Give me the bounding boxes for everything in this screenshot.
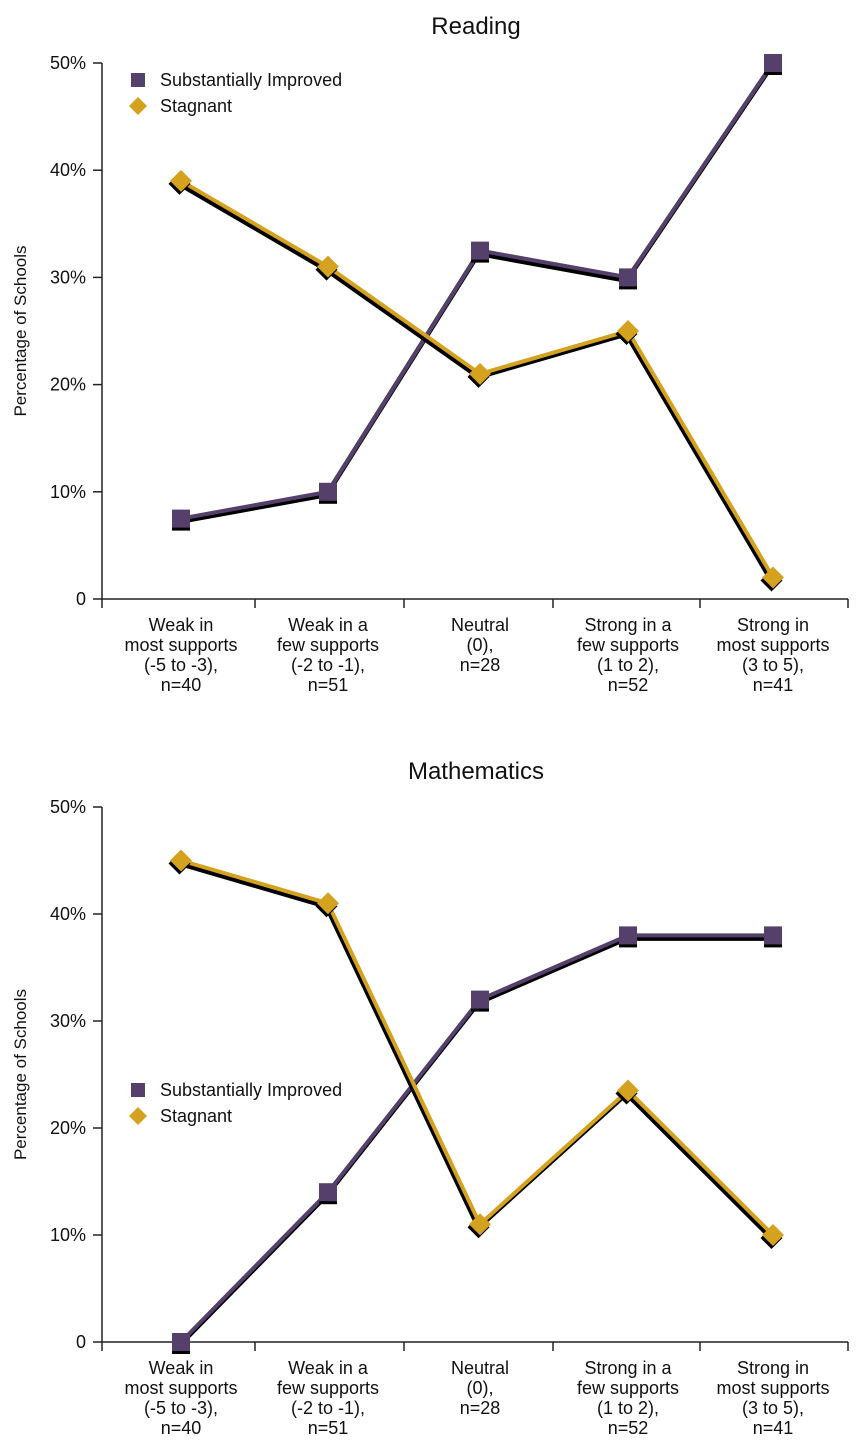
data-point xyxy=(469,1213,491,1236)
y-axis-label: Percentage of Schools xyxy=(11,245,30,416)
data-point xyxy=(764,54,782,72)
x-tick-label-line: (3 to 5), xyxy=(742,1398,804,1418)
y-tick-label: 40% xyxy=(50,904,86,924)
data-point xyxy=(764,926,782,945)
legend-marker xyxy=(131,73,145,87)
x-tick-label: Neutral (0), n=28 xyxy=(451,1358,509,1418)
data-point xyxy=(172,1333,190,1351)
data-point xyxy=(319,482,337,501)
x-tick-label-line: n=41 xyxy=(753,1418,794,1438)
x-tick-label-line: (1 to 2), xyxy=(597,1398,659,1418)
x-tick-label-line: Weak in a xyxy=(288,615,369,635)
y-tick-label: 0 xyxy=(76,589,86,609)
x-tick-label: Weak in a few supports (-2 to -1), n=51 xyxy=(277,1358,379,1438)
x-tick-label-line: n=52 xyxy=(608,1418,649,1438)
x-tick-label-line: (-2 to -1), xyxy=(291,655,365,675)
x-tick-label: Weak in most supports (-5 to -3), n=40 xyxy=(124,615,237,695)
x-tick-label: Neutral (0), n=28 xyxy=(451,615,509,675)
y-tick-label: 10% xyxy=(50,482,86,502)
series-line-shadow xyxy=(178,861,774,1240)
x-tick-label: Strong in most supports (3 to 5), n=41 xyxy=(716,615,829,695)
x-tick-label-line: most supports xyxy=(716,1378,829,1398)
data-point xyxy=(471,990,489,1009)
x-tick-label-line: few supports xyxy=(277,635,379,655)
legend-label: Stagnant xyxy=(160,1106,232,1126)
x-tick-label-line: n=40 xyxy=(161,1418,202,1438)
data-point xyxy=(172,509,190,528)
legend-marker xyxy=(129,97,147,115)
x-tick-label-line: Neutral xyxy=(451,1358,509,1378)
chart-title: Mathematics xyxy=(408,758,544,785)
x-tick-label-line: Weak in xyxy=(149,1358,214,1378)
mathematics-chart: Mathematics Percentage of Schools 0 10% 20% 3… xyxy=(11,758,849,1438)
data-point xyxy=(317,892,339,915)
x-tick-label: Strong in a few supports (1 to 2), n=52 xyxy=(577,1358,679,1438)
x-tick-label: Weak in a few supports (-2 to -1), n=51 xyxy=(277,615,379,695)
y-tick-label: 20% xyxy=(50,375,86,395)
x-tick-label-line: Strong in a xyxy=(584,1358,672,1378)
legend-label: Substantially Improved xyxy=(160,1080,342,1100)
x-tick-label-line: most supports xyxy=(124,1378,237,1398)
data-point xyxy=(619,268,637,287)
x-tick-label-line: n=52 xyxy=(608,675,649,695)
legend-marker xyxy=(131,1083,145,1097)
y-tick-label: 30% xyxy=(50,267,86,287)
x-tick-label-line: Strong in xyxy=(737,615,809,635)
x-tick-label-line: (0), xyxy=(467,635,494,655)
x-tick-label-line: (0), xyxy=(467,1378,494,1398)
x-tick-label-line: Weak in xyxy=(149,615,214,635)
reading-chart: Reading Percentage of Schools 0 10% 20% 30% 40… xyxy=(11,13,849,695)
y-tick-label: 30% xyxy=(50,1011,86,1031)
data-point xyxy=(170,849,192,872)
y-tick-label: 20% xyxy=(50,1118,86,1138)
data-point xyxy=(317,255,339,278)
x-tick-label-line: (1 to 2), xyxy=(597,655,659,675)
x-tick-label-line: Weak in a xyxy=(288,1358,369,1378)
x-tick-label-line: n=40 xyxy=(161,675,202,695)
x-tick-label: Strong in most supports (3 to 5), n=41 xyxy=(716,1358,829,1438)
data-point xyxy=(471,241,489,260)
series-line xyxy=(180,61,775,521)
data-point xyxy=(319,1183,337,1202)
x-tick-label-line: (-5 to -3), xyxy=(144,655,218,675)
x-tick-label-line: few supports xyxy=(277,1378,379,1398)
y-axis-label: Percentage of Schools xyxy=(11,989,30,1160)
x-tick-label-line: n=51 xyxy=(308,675,349,695)
legend-label: Stagnant xyxy=(160,96,232,116)
x-tick-label-line: (-2 to -1), xyxy=(291,1398,365,1418)
data-point xyxy=(469,362,491,385)
y-tick-label: 50% xyxy=(50,53,86,73)
x-tick-label-line: n=41 xyxy=(753,675,794,695)
legend-label: Substantially Improved xyxy=(160,70,342,90)
x-tick-label-line: (3 to 5), xyxy=(742,655,804,675)
x-tick-label-line: Neutral xyxy=(451,615,509,635)
x-tick-label-line: n=28 xyxy=(460,655,501,675)
y-tick-label: 10% xyxy=(50,1225,86,1245)
x-tick-label-line: few supports xyxy=(577,1378,679,1398)
series-line xyxy=(180,858,775,1237)
x-tick-label: Strong in a few supports (1 to 2), n=52 xyxy=(577,615,679,695)
x-tick-label-line: Strong in xyxy=(737,1358,809,1378)
x-tick-label: Weak in most supports (-5 to -3), n=40 xyxy=(124,1358,237,1438)
x-tick-label-line: most supports xyxy=(716,635,829,655)
x-tick-label-line: n=28 xyxy=(460,1398,501,1418)
data-point xyxy=(617,1079,639,1102)
x-tick-label-line: most supports xyxy=(124,635,237,655)
legend-marker xyxy=(129,1107,147,1125)
x-tick-label-line: n=51 xyxy=(308,1418,349,1438)
data-point xyxy=(617,320,639,342)
data-point xyxy=(619,926,637,945)
y-tick-label: 0 xyxy=(76,1332,86,1352)
x-tick-label-line: Strong in a xyxy=(584,615,672,635)
data-point xyxy=(762,566,784,589)
x-tick-label-line: (-5 to -3), xyxy=(144,1398,218,1418)
data-point xyxy=(170,169,192,192)
y-tick-label: 50% xyxy=(50,797,86,817)
chart-title: Reading xyxy=(431,13,520,40)
y-tick-label: 40% xyxy=(50,160,86,180)
data-point xyxy=(762,1224,784,1246)
x-tick-label-line: few supports xyxy=(577,635,679,655)
series-line-shadow xyxy=(179,64,774,525)
